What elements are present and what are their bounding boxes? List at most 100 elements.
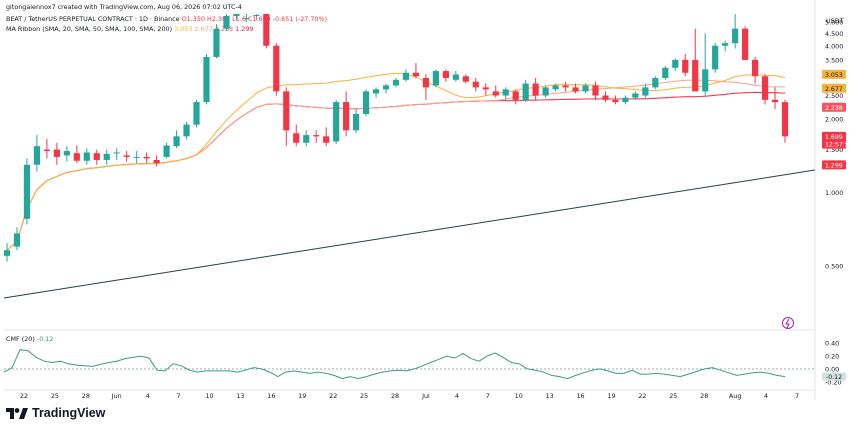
candle (13, 227, 21, 251)
candle (173, 130, 180, 149)
candle-body (522, 83, 529, 100)
price-tick-label: 4.000 (825, 42, 843, 50)
time-tick-label: 16 (576, 392, 584, 400)
candle (333, 99, 340, 145)
candle (512, 89, 519, 105)
candle-body (442, 71, 449, 79)
time-tick-label: 13 (546, 392, 554, 400)
candle (303, 130, 310, 147)
candle (73, 145, 80, 164)
time-tick-label: 28 (391, 392, 399, 400)
candle-body (452, 74, 459, 80)
candle-body (43, 149, 50, 152)
tradingview-watermark[interactable]: TradingView (6, 406, 105, 420)
price-badge-bg (822, 139, 846, 149)
cmf-pane: 0.40 0.20 0.00 -0.20-0.12 (3, 340, 846, 386)
candle (323, 127, 330, 147)
candle (622, 95, 629, 105)
candle-body (562, 85, 569, 88)
candle-body (293, 133, 300, 143)
cmf-line (3, 349, 786, 380)
candle (781, 99, 789, 143)
candle (562, 81, 569, 92)
candle-body (263, 14, 270, 46)
candle (353, 109, 360, 134)
cmf-tick-label: 0.00 (825, 365, 839, 373)
candle-body (742, 28, 749, 60)
candle-body (732, 28, 739, 44)
price-badge-label: 2.677 (825, 86, 843, 93)
candle-body (672, 59, 679, 68)
time-tick-label: 10 (205, 392, 213, 400)
candle-body (652, 78, 659, 88)
candle-body (702, 69, 709, 92)
credit-line: gitongaiennox7 created with TradingView.… (6, 3, 242, 11)
candle (412, 62, 420, 79)
price-tick-label: 0.500 (825, 262, 843, 270)
candle-body (93, 153, 100, 160)
candle-body (552, 85, 559, 90)
time-tick-label: 22 (638, 392, 646, 400)
time-tick-label: 19 (298, 392, 306, 400)
candle (751, 56, 759, 84)
cmf-legend[interactable]: CMF (20) -0.12 (6, 335, 53, 343)
candle-body (313, 135, 320, 137)
candle-body (283, 91, 290, 131)
candle-body (243, 17, 250, 19)
candle (362, 89, 370, 117)
time-tick-label: Jun (111, 392, 122, 400)
candle (113, 148, 120, 160)
candle (293, 124, 300, 147)
candle-body (23, 164, 31, 219)
time-tick-label: 19 (607, 392, 615, 400)
candle (153, 155, 160, 167)
candle-body (472, 81, 479, 88)
symbol-name[interactable]: BEAT / TetherUS PERPETUAL CONTRACT · 1D … (6, 15, 180, 23)
trendline (3, 169, 816, 299)
candle (532, 78, 539, 100)
ma200-value: 1.299 (235, 25, 254, 33)
candle (452, 71, 459, 82)
candle (313, 130, 320, 143)
time-axis: 22 25 28 Jun 4 7 10 13 16 19 22 25 28 Jul 4 7 10 13 16 19 22… (20, 392, 799, 400)
cmf-badge-bg (822, 372, 846, 381)
candle-body (612, 99, 619, 103)
candle (343, 91, 350, 137)
price-tick-label: 1.500 (825, 146, 843, 154)
candle-body (662, 67, 669, 79)
candle (53, 142, 60, 165)
candle-body (771, 99, 779, 103)
candle (43, 138, 50, 159)
ma-ribbon-legend[interactable]: MA Ribbon (SMA, 20, SMA, 50, SMA, 100, S… (6, 25, 253, 33)
price-badge-bg (822, 102, 846, 112)
candle-body (482, 87, 489, 90)
candle (771, 87, 779, 110)
price-tick-label: 5.000 (825, 19, 843, 27)
candle (283, 87, 290, 147)
candle-body (362, 91, 370, 114)
ma100-value: 2.238 (214, 25, 234, 33)
candle (632, 91, 639, 100)
time-tick-label: 25 (51, 392, 59, 400)
lightning-icon (782, 317, 794, 329)
time-tick-label: 4 (455, 392, 459, 400)
candle (432, 69, 439, 88)
time-tick-label: 16 (267, 392, 275, 400)
candle (502, 87, 509, 100)
price-badge: 2.238 (822, 102, 846, 112)
ma20-value: 3.053 (174, 25, 193, 33)
candle (422, 74, 430, 100)
candle (472, 78, 479, 92)
candle (682, 54, 689, 77)
candle (672, 58, 679, 72)
candle (93, 149, 100, 165)
price-tick-label: 4.500 (825, 30, 843, 38)
time-tick-label: 22 (20, 392, 28, 400)
candle (203, 54, 210, 105)
candle-body (422, 78, 430, 88)
cmf-tick-label: 0.40 (825, 340, 839, 348)
time-tick-label: 7 (795, 392, 799, 400)
candle-body (412, 72, 420, 77)
candle-body (392, 79, 400, 86)
